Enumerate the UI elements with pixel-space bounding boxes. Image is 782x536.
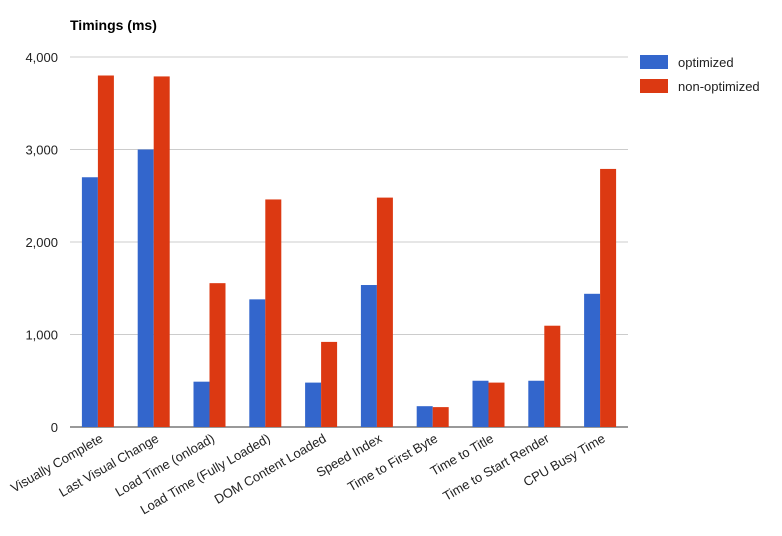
- bar-non-optimized: [321, 341, 338, 427]
- y-tick-label: 2,000: [25, 235, 58, 250]
- legend-swatch: [640, 79, 668, 93]
- bar-non-optimized: [153, 76, 170, 428]
- y-axis: 0 1,000 2,000 3,000 4,000: [25, 50, 58, 435]
- bar-optimized: [249, 299, 266, 427]
- y-tick-label: 1,000: [25, 328, 58, 343]
- bar-non-optimized: [376, 197, 393, 427]
- bar-non-optimized: [97, 75, 114, 427]
- bar-optimized: [137, 149, 154, 427]
- bar-optimized: [81, 177, 98, 427]
- y-tick-label: 3,000: [25, 143, 58, 158]
- bar-optimized: [305, 382, 322, 427]
- bar-optimized: [193, 381, 210, 427]
- legend-swatch: [640, 55, 668, 69]
- bars: [81, 75, 617, 428]
- bar-optimized: [416, 406, 433, 427]
- y-tick-label: 0: [51, 420, 58, 435]
- chart-title: Timings (ms): [70, 17, 157, 33]
- bar-non-optimized: [488, 382, 505, 427]
- bar-non-optimized: [600, 168, 617, 428]
- legend: optimized non-optimized: [640, 55, 760, 94]
- bar-optimized: [528, 380, 545, 427]
- x-category-label: Last Visual Change: [56, 431, 161, 500]
- y-tick-label: 4,000: [25, 50, 58, 65]
- legend-label: optimized: [678, 55, 734, 70]
- bar-non-optimized: [432, 407, 449, 427]
- legend-label: non-optimized: [678, 79, 760, 94]
- bar-non-optimized: [265, 199, 282, 427]
- bar-optimized: [472, 380, 489, 427]
- bar-non-optimized: [544, 325, 561, 427]
- bar-non-optimized: [209, 283, 226, 427]
- bar-optimized: [584, 293, 601, 427]
- bar-optimized: [360, 285, 377, 427]
